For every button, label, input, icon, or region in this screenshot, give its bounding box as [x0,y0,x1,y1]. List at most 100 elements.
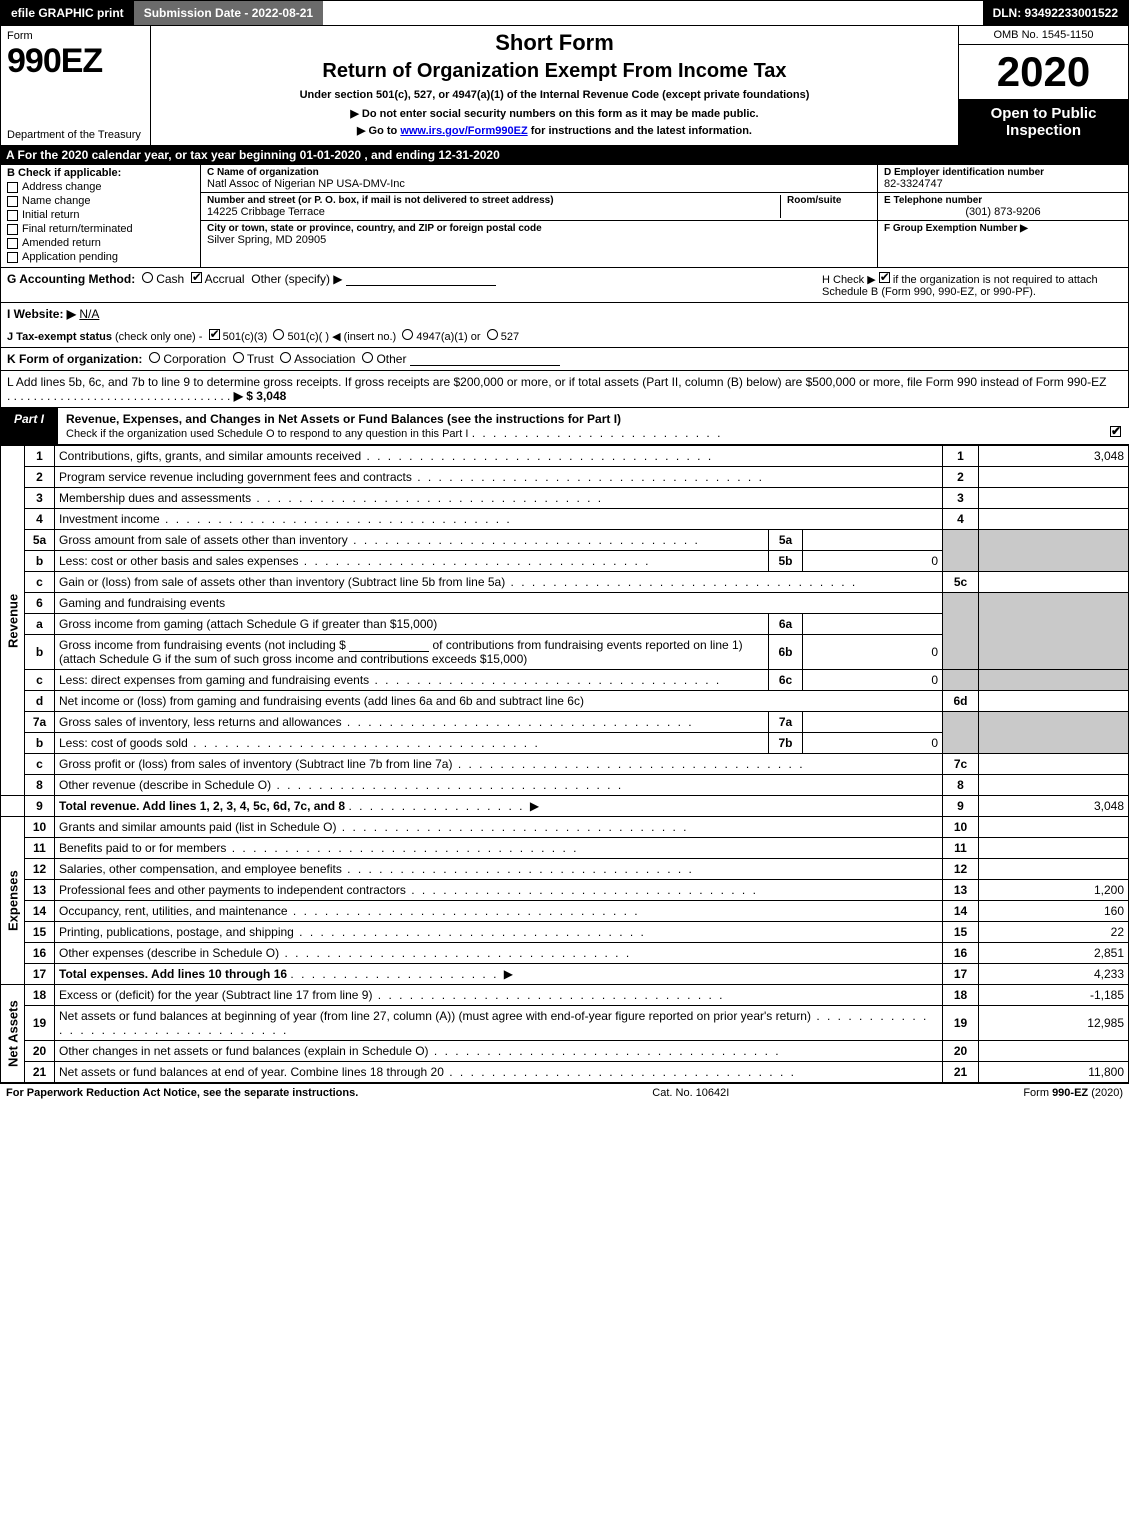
table-row: 6 Gaming and fundraising events [1,593,1129,614]
line-colno: 7c [943,754,979,775]
contrib-amount-input[interactable] [349,640,429,652]
radio-trust-label: Trust [247,352,274,366]
cb-501c3-label: 501(c)(3) [223,331,268,343]
line-amount [979,754,1129,775]
cb-schedule-o[interactable] [1110,426,1121,437]
inner-val: 0 [803,670,943,691]
cb-accrual-label: Accrual [205,272,245,286]
cb-501c3[interactable] [209,329,220,340]
other-org-input[interactable] [410,354,560,366]
line-desc: Total revenue. Add lines 1, 2, 3, 4, 5c,… [55,796,943,817]
table-row: Expenses 10 Grants and similar amounts p… [1,817,1129,838]
efile-print-button[interactable]: efile GRAPHIC print [1,1,134,25]
inner-no: 6c [769,670,803,691]
table-row: 17 Total expenses. Add lines 10 through … [1,964,1129,985]
line-no: 21 [25,1062,55,1083]
cb-amended-return[interactable] [7,238,18,249]
dln-label: DLN: 93492233001522 [983,1,1128,25]
line-amount [979,509,1129,530]
radio-cash[interactable] [142,272,153,283]
line-desc: Program service revenue including govern… [55,467,943,488]
radio-assoc-label: Association [294,352,355,366]
radio-other-org[interactable] [362,352,373,363]
line-desc: Total expenses. Add lines 10 through 16 … [55,964,943,985]
line-desc: Gaming and fundraising events [55,593,943,614]
box-j-note: (check only one) - [115,331,202,343]
row-k: K Form of organization: Corporation Trus… [1,348,1128,371]
inner-no: 6b [769,635,803,670]
line-colno: 12 [943,859,979,880]
cb-schedule-b[interactable] [879,272,890,283]
open-to-public: Open to Public Inspection [959,99,1128,145]
line-no: 14 [25,901,55,922]
line-no: 18 [25,985,55,1006]
side-cell [1,796,25,817]
line-colno: 13 [943,880,979,901]
line-colno: 15 [943,922,979,943]
line-colno: 11 [943,838,979,859]
line-colno: 10 [943,817,979,838]
line-no: c [25,572,55,593]
table-row: 20 Other changes in net assets or fund b… [1,1041,1129,1062]
line-amount: -1,185 [979,985,1129,1006]
page-footer: For Paperwork Reduction Act Notice, see … [0,1083,1129,1102]
line-desc: Gross profit or (loss) from sales of inv… [55,754,943,775]
form-header: Form 990EZ Department of the Treasury Sh… [0,26,1129,145]
line-no: a [25,614,55,635]
line-no: 9 [25,796,55,817]
radio-501c[interactable] [273,329,284,340]
irs-link[interactable]: www.irs.gov/Form990EZ [400,125,527,137]
submission-date-button[interactable]: Submission Date - 2022-08-21 [134,1,323,25]
ssn-warning: ▶ Do not enter social security numbers o… [157,107,952,120]
line-no: 2 [25,467,55,488]
cb-final-return-label: Final return/terminated [22,223,133,235]
line-desc: Excess or (deficit) for the year (Subtra… [55,985,943,1006]
org-name-label: C Name of organization [207,167,871,178]
line-amount [979,859,1129,880]
inner-val [803,614,943,635]
cb-application-pending[interactable] [7,252,18,263]
table-row: 16 Other expenses (describe in Schedule … [1,943,1129,964]
goto-suffix: for instructions and the latest informat… [531,125,752,137]
radio-trust[interactable] [233,352,244,363]
shaded-cell [979,530,1129,572]
line-no: 11 [25,838,55,859]
other-specify-input[interactable] [346,274,496,286]
cb-address-change[interactable] [7,182,18,193]
box-j-label: J Tax-exempt status [7,331,112,343]
box-def: D Employer identification number 82-3324… [878,165,1128,267]
radio-4947-label: 4947(a)(1) or [416,331,480,343]
footer-right: Form 990-EZ (2020) [1023,1087,1123,1099]
line-no: c [25,670,55,691]
line-no: 13 [25,880,55,901]
cb-name-change[interactable] [7,196,18,207]
cb-accrual[interactable] [191,272,202,283]
website-value: N/A [79,307,99,321]
radio-527[interactable] [487,329,498,340]
line-colno: 17 [943,964,979,985]
table-row: 14 Occupancy, rent, utilities, and maint… [1,901,1129,922]
line-no: 16 [25,943,55,964]
line-colno: 19 [943,1006,979,1041]
cb-initial-return[interactable] [7,210,18,221]
radio-501c-label: 501(c)( ) ◀ (insert no.) [287,331,396,343]
form-word: Form [7,30,144,42]
radio-corp-label: Corporation [163,352,226,366]
line-desc: Net income or (loss) from gaming and fun… [55,691,943,712]
line-no: b [25,733,55,754]
line-amount [979,488,1129,509]
ein-value: 82-3324747 [884,178,1122,190]
line-desc: Printing, publications, postage, and shi… [55,922,943,943]
cb-initial-return-label: Initial return [22,209,79,221]
box-b: B Check if applicable: Address change Na… [1,165,201,267]
inner-val: 0 [803,551,943,572]
line-amount: 3,048 [979,446,1129,467]
line-desc: Gross sales of inventory, less returns a… [55,712,769,733]
row-g-h: G Accounting Method: Cash Accrual Other … [1,268,1128,303]
radio-assoc[interactable] [280,352,291,363]
street-label: Number and street (or P. O. box, if mail… [207,195,776,206]
cb-name-change-label: Name change [22,195,91,207]
radio-4947[interactable] [402,329,413,340]
radio-corp[interactable] [149,352,160,363]
cb-final-return[interactable] [7,224,18,235]
